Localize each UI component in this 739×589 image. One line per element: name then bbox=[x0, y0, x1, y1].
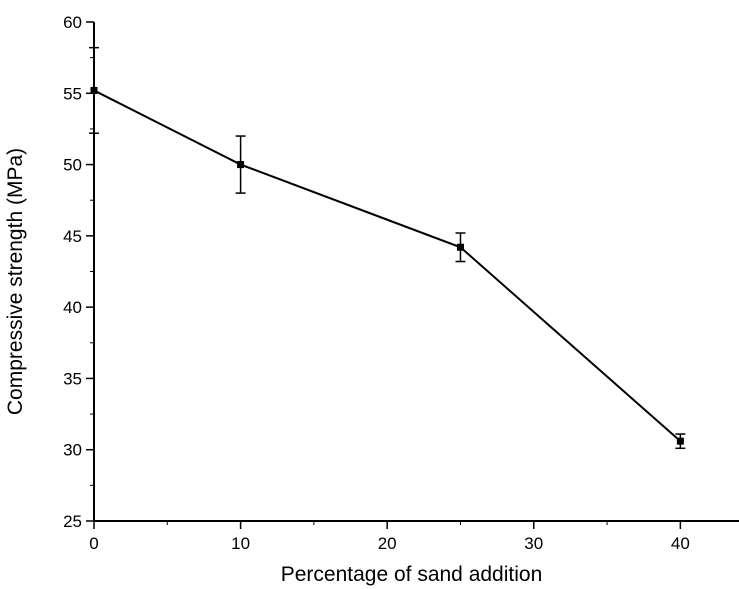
x-tick-label: 0 bbox=[89, 534, 98, 553]
y-axis-ticks: 25 30 35 40 45 50 55 60 bbox=[63, 13, 94, 531]
y-axis-title: Compressive strength (MPa) bbox=[4, 148, 27, 415]
y-tick-label: 30 bbox=[63, 441, 82, 460]
y-tick-label: 50 bbox=[63, 156, 82, 175]
y-tick-label: 55 bbox=[63, 84, 82, 103]
data-point bbox=[237, 161, 245, 169]
x-tick-label: 10 bbox=[231, 534, 250, 553]
data-point bbox=[90, 86, 98, 94]
x-axis-ticks: 0 10 20 30 40 bbox=[89, 521, 690, 553]
x-tick-label: 20 bbox=[378, 534, 397, 553]
data-point bbox=[456, 243, 464, 251]
y-tick-label: 45 bbox=[63, 227, 82, 246]
y-tick-label: 40 bbox=[63, 298, 82, 317]
y-tick-label: 25 bbox=[63, 512, 82, 531]
x-tick-label: 40 bbox=[671, 534, 690, 553]
series-line bbox=[93, 89, 682, 442]
y-tick-label: 35 bbox=[63, 369, 82, 388]
chart-axes bbox=[93, 22, 739, 522]
x-axis-title: Percentage of sand addition bbox=[281, 563, 543, 586]
data-point bbox=[676, 437, 684, 445]
x-tick-label: 30 bbox=[524, 534, 543, 553]
series-layer bbox=[89, 46, 686, 450]
y-tick-label: 60 bbox=[63, 13, 82, 32]
